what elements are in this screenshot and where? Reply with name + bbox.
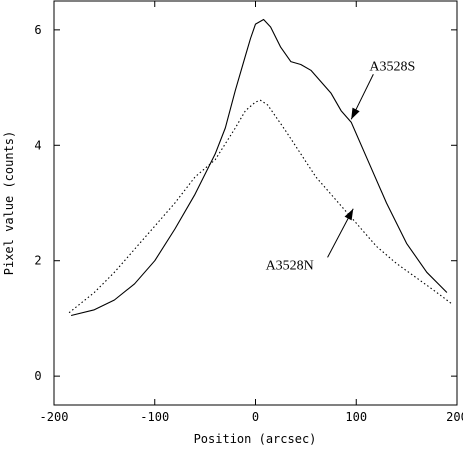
x-tick-label: 0 <box>252 410 259 424</box>
y-tick-label: 6 <box>34 23 41 37</box>
annotation-label-a3528n: A3528N <box>266 258 314 273</box>
y-tick-label: 4 <box>34 138 41 152</box>
x-axis-label: Position (arcsec) <box>194 432 317 446</box>
y-axis-label: Pixel value (counts) <box>2 131 16 276</box>
annotation-arrowhead <box>344 208 354 221</box>
axis-ticks: -200 -100 0 100 200 0 2 4 6 <box>34 1 463 424</box>
x-tick-label: 100 <box>345 410 367 424</box>
x-tick-label: -200 <box>40 410 69 424</box>
annotations: A3528S A3528N <box>266 59 416 273</box>
series-line-a3528s <box>70 18 448 317</box>
y-tick-label: 0 <box>34 369 41 383</box>
series-lines <box>68 18 453 317</box>
annotation-arrowhead <box>351 107 360 120</box>
x-tick-label: -100 <box>140 410 169 424</box>
x-tick-label: 200 <box>446 410 463 424</box>
annotation-label-a3528s: A3528S <box>369 59 415 74</box>
series-line-a3528n <box>68 99 453 314</box>
y-tick-label: 2 <box>34 254 41 268</box>
